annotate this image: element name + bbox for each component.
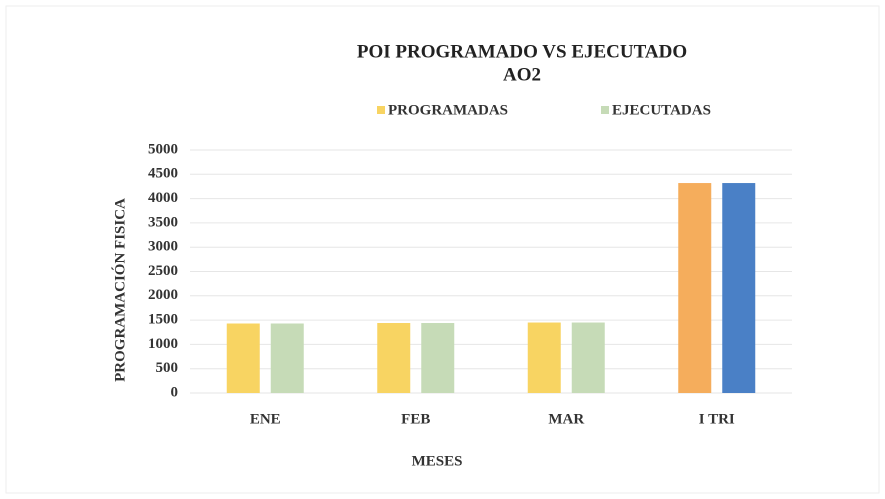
bar	[421, 323, 455, 393]
y-tick-label: 1500	[148, 312, 178, 328]
legend-swatch	[377, 106, 385, 114]
bar	[270, 323, 304, 393]
y-tick-label: 3500	[148, 214, 178, 230]
x-tick-label: MAR	[548, 411, 584, 427]
y-tick-label: 500	[156, 360, 179, 376]
y-tick-label: 4000	[148, 190, 178, 206]
chart-subtitle: AO2	[503, 64, 541, 85]
y-tick-label: 1000	[148, 336, 178, 352]
legend-swatch	[601, 106, 609, 114]
bar	[527, 322, 561, 393]
y-tick-label: 2500	[148, 263, 178, 279]
legend-label: EJECUTADAS	[612, 102, 711, 118]
bar	[678, 183, 712, 393]
y-tick-label: 5000	[148, 141, 178, 157]
y-tick-label: 4500	[148, 166, 178, 182]
bar	[722, 183, 756, 393]
x-axis-label: MESES	[412, 453, 463, 469]
chart-title: POI PROGRAMADO VS EJECUTADO	[357, 41, 687, 62]
bar	[377, 323, 411, 393]
bar	[226, 323, 260, 393]
y-tick-label: 2000	[148, 287, 178, 303]
bar	[571, 322, 605, 393]
x-tick-label: ENE	[250, 411, 281, 427]
y-tick-label: 3000	[148, 239, 178, 255]
legend-label: PROGRAMADAS	[388, 102, 508, 118]
y-axis-label: PROGRAMACIÓN FISICA	[111, 198, 128, 382]
x-tick-label: FEB	[401, 411, 430, 427]
y-tick-label: 0	[171, 384, 179, 400]
x-tick-label: I TRI	[699, 411, 735, 427]
